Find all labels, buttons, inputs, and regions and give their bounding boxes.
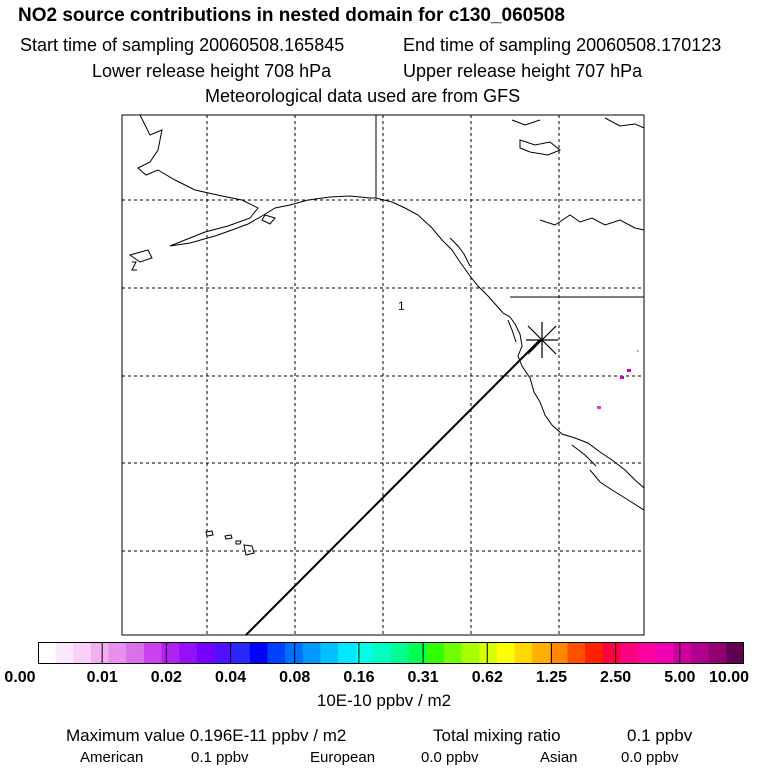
american-value: 0.1 ppbv <box>191 749 249 766</box>
color-swatch <box>196 642 216 664</box>
color-swatch <box>232 642 251 664</box>
back-trajectory-line <box>245 339 541 636</box>
asian-label: Asian <box>540 749 578 766</box>
color-swatch <box>496 642 516 664</box>
color-swatch <box>214 642 233 664</box>
color-swatch <box>320 642 339 664</box>
asian-value: 0.0 ppbv <box>621 749 679 766</box>
color-swatch <box>461 642 480 664</box>
color-swatch <box>38 642 57 664</box>
color-scale-border <box>38 642 744 664</box>
upper-release-label: Upper release height 707 hPa <box>403 61 643 81</box>
start-time-label: Start time of sampling 20060508.165845 <box>20 35 345 55</box>
map-panel: 1 <box>121 114 645 636</box>
color-scale-tick-label: 0.02 <box>150 669 182 686</box>
color-swatch <box>355 642 374 664</box>
met-data-label: Meteorological data used are from GFS <box>205 86 521 106</box>
color-swatch <box>143 642 163 664</box>
color-swatch <box>514 642 533 664</box>
end-time-label: End time of sampling 20060508.170123 <box>403 35 722 55</box>
color-swatch <box>602 642 622 664</box>
color-scale-tick-label: 0.62 <box>471 669 503 686</box>
map-label-2-glyph <box>131 261 137 271</box>
color-swatch <box>90 642 110 664</box>
concentration-dots <box>597 350 639 409</box>
color-scale-tick-label: 0.00 <box>4 669 36 686</box>
color-scale-tick-label: 0.16 <box>343 669 375 686</box>
color-swatch <box>567 642 586 664</box>
color-swatch <box>585 642 604 664</box>
color-swatch <box>285 642 304 664</box>
color-swatch <box>126 642 145 664</box>
color-scale-tick-label: 0.04 <box>214 669 247 686</box>
color-swatch <box>302 642 321 664</box>
color-swatch <box>638 642 657 664</box>
color-swatch <box>338 642 357 664</box>
color-swatch <box>532 642 551 664</box>
european-value: 0.0 ppbv <box>421 749 479 766</box>
color-swatch <box>673 642 692 664</box>
map-label-1: 1 <box>398 299 405 313</box>
color-swatch <box>479 642 498 664</box>
lat-lon-grid <box>122 115 644 635</box>
european-label: European <box>310 749 376 766</box>
color-swatch <box>708 642 727 664</box>
coastline <box>128 114 645 511</box>
color-swatch <box>726 642 744 664</box>
color-swatch <box>549 642 569 664</box>
color-scale-tick-label: 1.25 <box>535 669 568 686</box>
color-swatch <box>373 642 392 664</box>
units-label: 10E-10 ppbv / m2 <box>316 691 452 710</box>
color-scale-tick-label: 5.00 <box>664 669 696 686</box>
color-scale-tick-label: 2.50 <box>600 669 632 686</box>
color-swatch <box>73 642 92 664</box>
max-value-label: Maximum value 0.196E-11 ppbv / m2 <box>66 726 347 745</box>
color-swatch <box>620 642 639 664</box>
color-scale-tick-label: 0.08 <box>279 669 311 686</box>
color-swatch <box>443 642 463 664</box>
color-swatch <box>179 642 198 664</box>
lower-release-label: Lower release height 708 hPa <box>92 61 332 81</box>
color-scale-bar <box>38 642 744 664</box>
color-swatch <box>161 642 180 664</box>
color-scale-tick-label: 0.01 <box>86 669 118 686</box>
color-swatch <box>391 642 410 664</box>
color-swatch <box>426 642 445 664</box>
release-point-asterisk-marker <box>526 322 558 358</box>
map-title: NO2 source contributions in nested domai… <box>18 5 565 26</box>
color-swatch <box>408 642 427 664</box>
color-swatch <box>691 642 710 664</box>
hawaii-islands <box>205 530 255 556</box>
color-swatch <box>267 642 286 664</box>
color-scale-tick-label: 10.00 <box>708 669 750 686</box>
political-boundaries <box>375 115 644 298</box>
total-mixing-ratio-value: 0.1 ppbv <box>627 726 693 745</box>
color-swatch <box>655 642 674 664</box>
total-mixing-ratio-label: Total mixing ratio <box>433 726 561 745</box>
color-swatch <box>55 642 74 664</box>
color-swatch <box>108 642 127 664</box>
color-swatch <box>249 642 269 664</box>
american-label: American <box>80 749 144 766</box>
color-scale-tick-label: 0.31 <box>407 669 439 686</box>
